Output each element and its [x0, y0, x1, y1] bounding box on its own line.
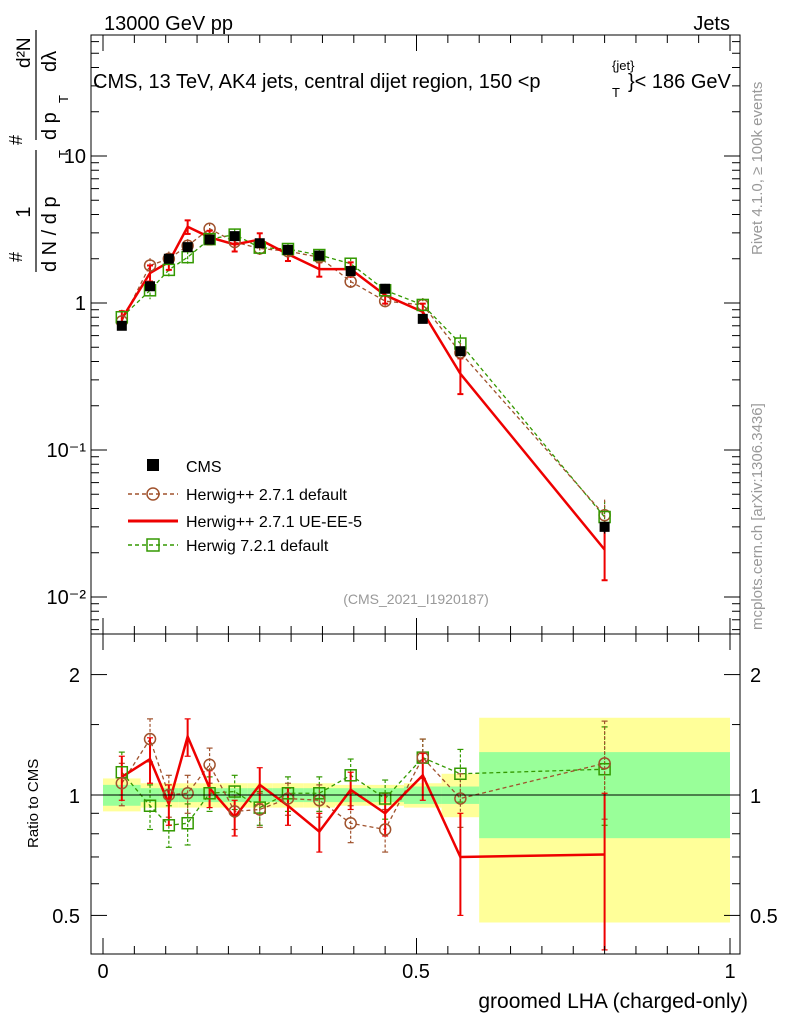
source-label: mcplots.cern.ch [arXiv:1306.3436]: [749, 403, 766, 630]
ratio-point-hpp-default: [181, 787, 194, 800]
ylabel-hash-right: #: [6, 135, 26, 145]
series-line-h7-default: [121, 233, 606, 518]
ratio-point-h7-default: [378, 792, 392, 805]
rivet-label: Rivet 4.1.0, ≥ 100k events: [749, 82, 766, 255]
legend-h7-default-marker: [146, 538, 160, 552]
ratio-point-h7-default: [181, 816, 194, 830]
data-point-cms: [282, 244, 293, 255]
ratio-ytick-label-05-right: 0.5: [750, 906, 778, 928]
data-point-hpp-default: [143, 259, 157, 272]
xtick-label-1: 1: [724, 961, 735, 983]
ratio-point-hpp-default: [228, 805, 241, 818]
main-title-sub: T: [612, 85, 620, 100]
ratio-point-hpp-default: [253, 803, 266, 816]
main-title-sup: {jet}: [612, 58, 635, 73]
ratio-ytick-label-05: 0.5: [52, 906, 80, 928]
ratio-panel: 0.5 1 2 0.5 1 2 Ratio to CMS: [25, 633, 778, 955]
legend-hpp-default-marker: [146, 487, 160, 501]
ratio-point-h7-default: [203, 787, 216, 800]
xtick-label-0: 0: [97, 961, 108, 983]
ylabel-dlambda: dλ: [39, 51, 61, 72]
ratio-point-hpp-default: [203, 758, 216, 772]
xtick-label-05: 0.5: [402, 961, 430, 983]
data-point-cms: [254, 238, 265, 249]
data-point-hpp-default: [378, 294, 392, 308]
data-point-cms: [145, 281, 156, 292]
data-point-cms: [345, 266, 356, 277]
data-point-cms: [163, 253, 174, 264]
ylabel-sub-t-2: T: [56, 95, 71, 103]
ratio-point-h7-default: [143, 799, 157, 812]
data-point-cms: [380, 283, 391, 294]
ytick-label-1e-1: 10⁻¹: [47, 440, 87, 462]
ytick-label-10: 10: [64, 146, 86, 168]
legend: CMS Herwig++ 2.7.1 default Herwig++ 2.7.…: [128, 459, 362, 555]
main-title-prefix: CMS, 13 TeV, AK4 jets, central dijet reg…: [93, 71, 541, 93]
main-title: CMS, 13 TeV, AK4 jets, central dijet reg…: [93, 58, 732, 100]
main-title-suffix: }< 186 GeV: [628, 71, 732, 93]
data-point-cms: [417, 313, 428, 324]
energy-label: 13000 GeV pp: [104, 13, 233, 35]
ylabel-frac1-num: 1: [13, 206, 35, 217]
legend-h7-default-label: Herwig 7.2.1 default: [186, 538, 329, 555]
ratio-ytick-label-2-right: 2: [750, 665, 761, 687]
ratio-point-hpp-default: [378, 823, 392, 836]
data-point-cms: [455, 346, 466, 357]
x-axis-label: groomed LHA (charged-only): [478, 990, 748, 1013]
ytick-label-1e-2: 10⁻²: [47, 587, 87, 609]
ylabel-hash-left: #: [6, 252, 26, 262]
ratio-line-h7-default: [121, 756, 605, 826]
data-point-cms: [204, 234, 215, 245]
legend-cms-marker: [147, 459, 159, 471]
ylabel-frac2-den: d p: [39, 112, 61, 140]
ytick-label-1: 1: [75, 293, 86, 315]
ratio-point-hpp-default: [115, 776, 129, 790]
data-point-h7-default: [203, 232, 216, 246]
ratio-ytick-label-2: 2: [69, 665, 80, 687]
data-point-cms: [116, 320, 127, 331]
legend-cms-label: CMS: [186, 459, 222, 476]
ratio-ylabel: Ratio to CMS: [25, 759, 42, 848]
ylabel-frac1-den: d N / d p: [39, 196, 61, 272]
ratio-ytick-label-1: 1: [69, 786, 80, 808]
ratio-point-hpp-default: [416, 751, 430, 764]
analysis-label: (CMS_2021_I1920187): [343, 591, 489, 607]
legend-hpp-ueee5-label: Herwig++ 2.7.1 UE-EE-5: [186, 514, 362, 531]
main-ylabel: # 1 d N / d p T # d²N d p T dλ: [6, 30, 71, 272]
category-label: Jets: [693, 13, 730, 35]
ratio-point-hpp-default: [344, 816, 357, 830]
ylabel-sub-t: T: [56, 150, 71, 158]
ratio-point-h7-default: [162, 819, 176, 832]
ratio-point-hpp-default: [598, 757, 611, 770]
data-point-h7-default: [416, 298, 430, 312]
data-point-hpp-default: [203, 222, 216, 235]
data-point-cms: [314, 250, 325, 261]
ratio-point-h7-default: [228, 785, 241, 798]
data-point-h7-default: [162, 263, 176, 277]
data-point-cms: [229, 231, 240, 242]
ratio-point-hpp-default: [281, 792, 295, 805]
ratio-ytick-label-1-right: 1: [750, 786, 761, 808]
data-point-cms: [599, 521, 610, 532]
ratio-point-h7-default: [454, 767, 467, 781]
main-panel: 10⁻² 10⁻¹ 1 10 (CMS_2021_I1920187) CMS, …: [6, 30, 741, 635]
ratio-point-hpp-default: [143, 732, 157, 746]
data-point-hpp-default: [344, 275, 357, 288]
ratio-point-h7-default: [344, 769, 357, 782]
data-point-cms: [182, 242, 193, 253]
legend-hpp-default-label: Herwig++ 2.7.1 default: [186, 487, 348, 504]
ratio-frame: [90, 633, 741, 955]
data-point-hpp-default: [416, 298, 430, 312]
ratio-point-h7-default: [313, 787, 326, 800]
ratio-point-h7-default: [281, 787, 295, 800]
ylabel-frac2-num: d²N: [14, 37, 35, 68]
ratio-point-h7-default: [598, 762, 611, 776]
ratio-point-hpp-default: [454, 792, 467, 805]
